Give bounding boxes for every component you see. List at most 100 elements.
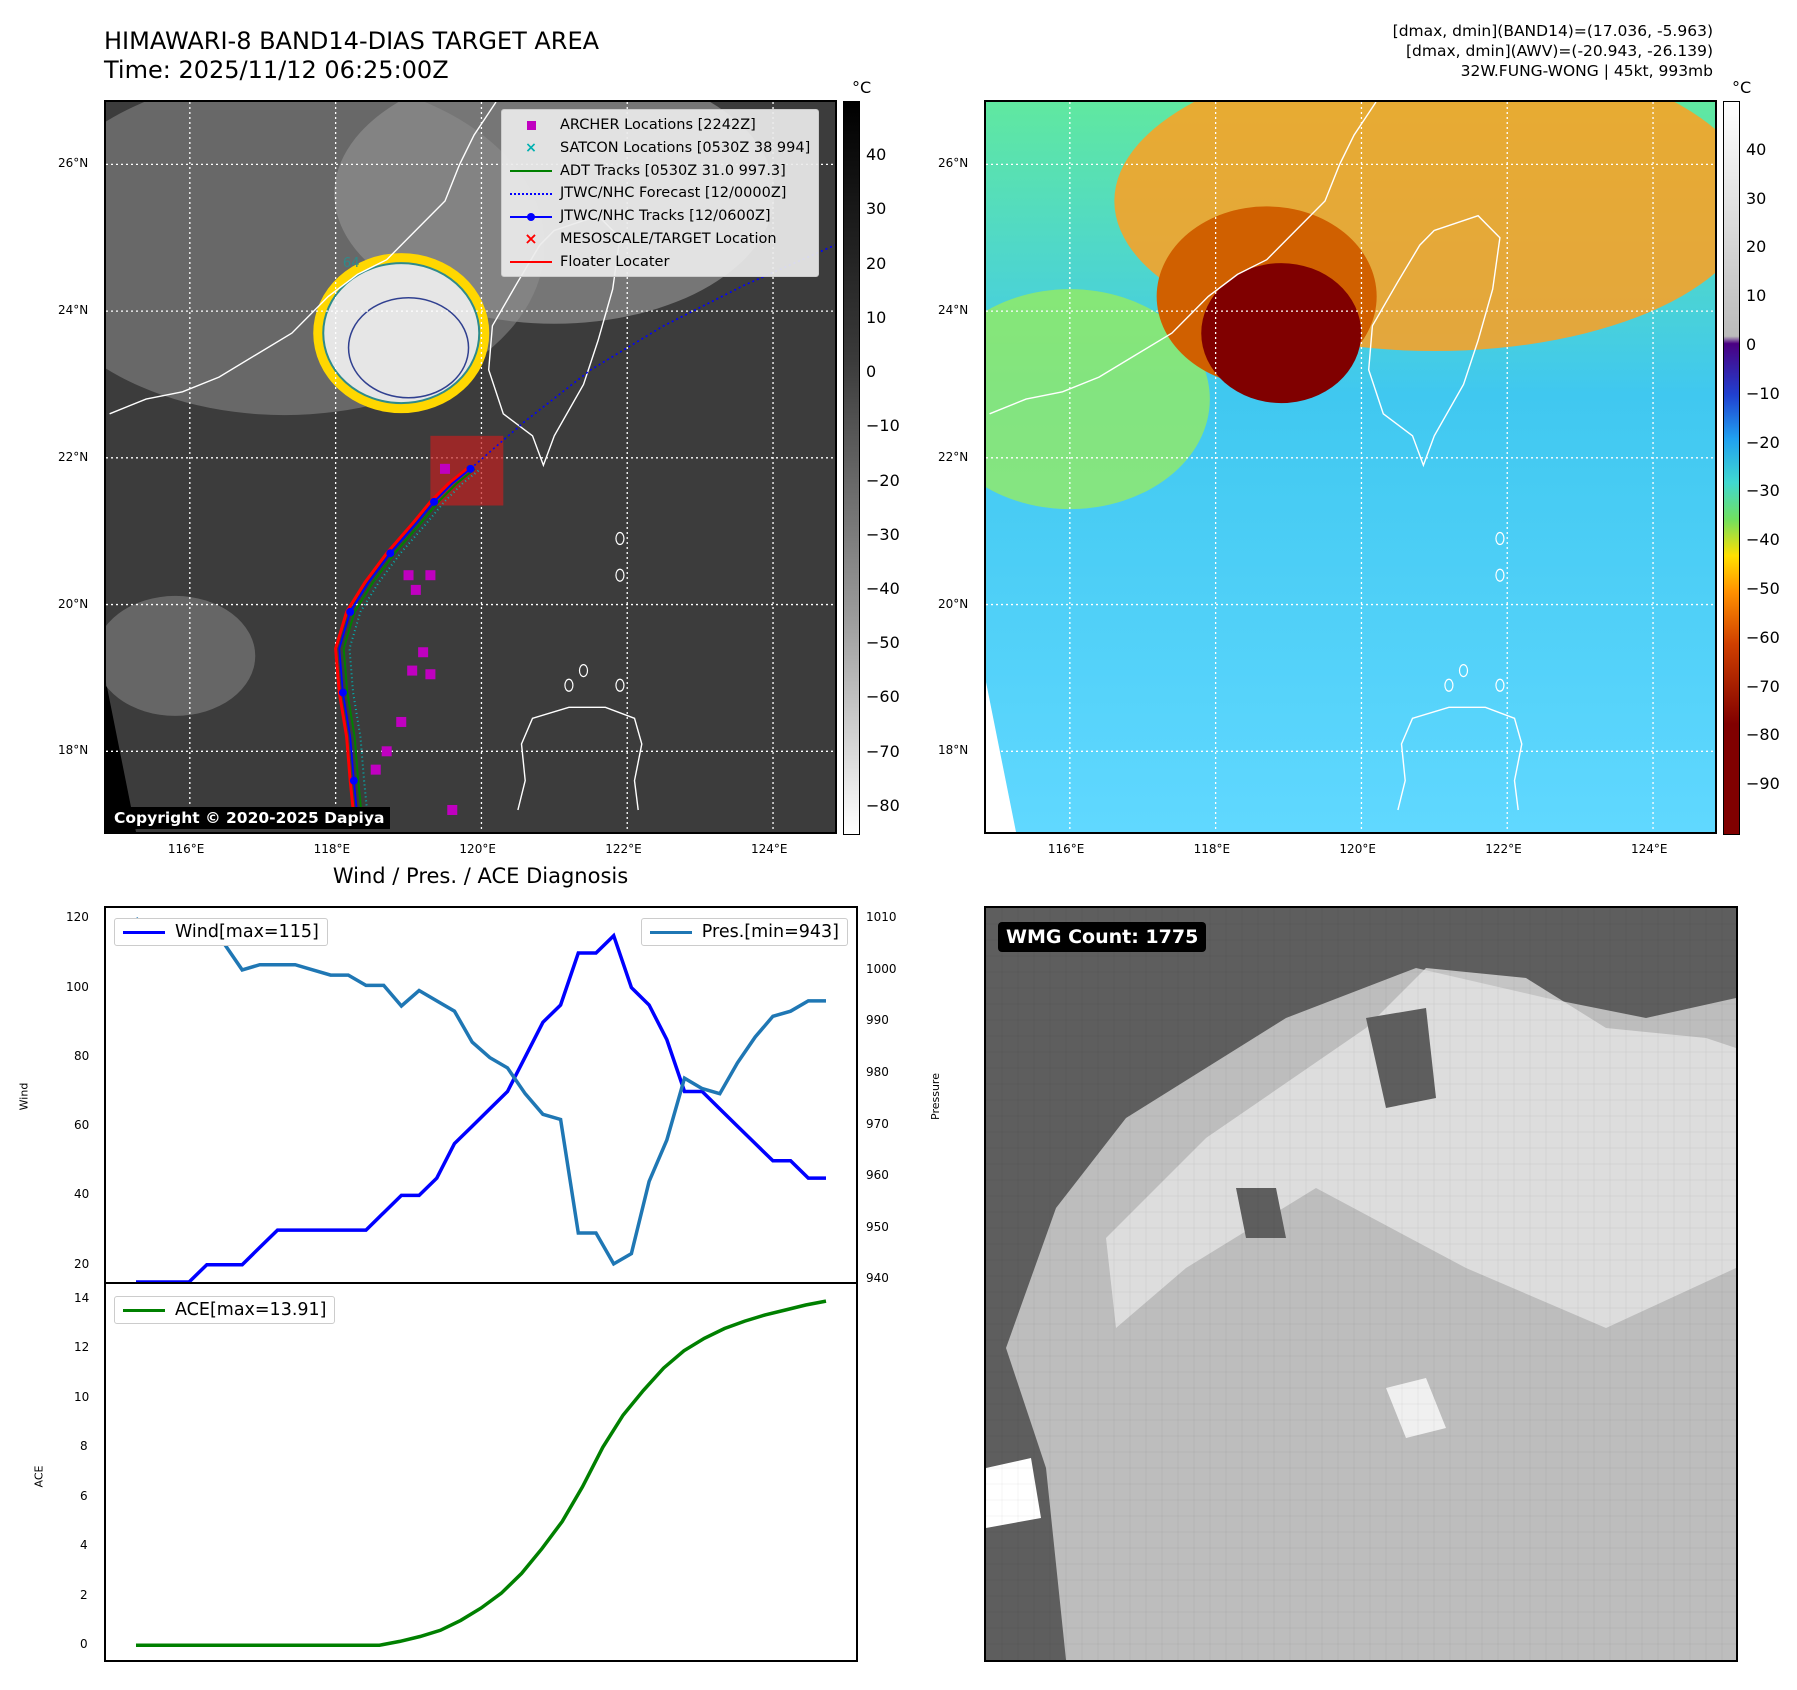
- wmg-bright-patch: [1386, 1378, 1446, 1438]
- archer-marker: [410, 584, 421, 595]
- wind-tick-label: 20: [74, 1256, 90, 1271]
- colorbar-tick-label: −60: [866, 687, 900, 707]
- lon-tick-label: 120°E: [1339, 842, 1376, 856]
- lon-tick-label: 122°E: [605, 842, 642, 856]
- archer-marker: [381, 746, 392, 757]
- wmg-bright-patch: [986, 1458, 1041, 1528]
- colorbar-tick-label: −20: [866, 470, 900, 490]
- copyright-label: Copyright © 2020-2025 Dapiya: [108, 807, 391, 829]
- lat-tick-label: 24°N: [58, 303, 89, 318]
- wind-series-line: [136, 932, 826, 1282]
- x-marker-icon: ×: [524, 228, 538, 248]
- colorbar-tick-label: −40: [866, 579, 900, 598]
- colorbar-unit-color: °C: [1732, 78, 1752, 97]
- lon-tick-label: 120°E: [459, 842, 496, 856]
- island: [1495, 678, 1505, 692]
- coastline-luzon: [517, 706, 643, 811]
- legend-item-satcon: × SATCON Locations [0530Z 38 994]: [510, 137, 810, 160]
- island: [615, 678, 625, 692]
- pressure-tick-label: 970: [866, 1116, 889, 1131]
- archer-marker: [439, 463, 450, 474]
- island: [564, 678, 574, 692]
- pressure-legend: Pres.[min=943]: [640, 918, 848, 946]
- convective-core: [1201, 263, 1362, 404]
- line-icon: [649, 930, 692, 934]
- legend-item-target: × MESOSCALE/TARGET Location: [510, 228, 810, 251]
- info-storm: 32W.FUNG-WONG | 45kt, 993mb: [1460, 62, 1713, 80]
- dotted-line-icon: [510, 192, 552, 195]
- coastline-china: [989, 102, 1377, 415]
- colorbar-tick-label: 30: [866, 199, 887, 219]
- colorbar-unit: °C: [852, 78, 872, 97]
- lat-tick-label: 22°N: [938, 449, 969, 464]
- pressure-tick-label: 960: [866, 1168, 889, 1183]
- wind-axis-label: Wind: [17, 1082, 31, 1111]
- archer-marker: [370, 764, 381, 775]
- line-icon: [123, 1308, 165, 1312]
- colorbar-tick-label: 40: [866, 145, 887, 165]
- lon-tick-label: 116°E: [1047, 842, 1085, 856]
- colorbar-tick-label: 40: [1746, 139, 1767, 159]
- colorbar-tick-label: −70: [1746, 676, 1780, 696]
- wind-tick-label: 80: [74, 1048, 90, 1063]
- colorbar-tick-label: 20: [1746, 237, 1767, 257]
- lon-tick-label: 124°E: [751, 842, 788, 856]
- colorbar-tick-label: −50: [866, 633, 900, 653]
- contour-line: [347, 297, 470, 399]
- wmg-dark-patch: [1366, 1008, 1436, 1108]
- color-enhanced-map: [984, 100, 1717, 834]
- lon-tick-label: 124°E: [1631, 842, 1668, 856]
- lat-tick-label: 20°N: [938, 596, 969, 611]
- lat-tick-label: 22°N: [58, 449, 89, 464]
- track-point: [338, 688, 347, 697]
- info-awv: [dmax, dmin](AWV)=(-20.943, -26.139): [1406, 42, 1713, 60]
- wmg-panel: WMG Count: 1775: [984, 906, 1738, 1662]
- colorbar-tick-label: 20: [866, 253, 887, 273]
- colorbar-tick-label: −60: [1746, 627, 1780, 647]
- colorbar-tick-label: −70: [866, 741, 900, 761]
- lat-tick-label: 20°N: [58, 596, 89, 611]
- colorbar-tick-label: −80: [1746, 725, 1780, 745]
- colorbar-tick-label: −20: [1746, 432, 1780, 452]
- wind-legend: Wind[max=115]: [114, 918, 328, 946]
- colorbar-tick-label: −40: [1746, 530, 1780, 550]
- line-icon: [123, 930, 165, 934]
- coastline-taiwan: [1367, 214, 1501, 468]
- chart-time: Time: 2025/11/12 06:25:00Z: [104, 56, 449, 84]
- legend-item-archer: ARCHER Locations [2242Z]: [510, 114, 810, 137]
- archer-marker: [425, 669, 436, 680]
- track-point: [346, 607, 355, 616]
- x-marker-icon: ×: [525, 139, 537, 156]
- ace-legend: ACE[max=13.91]: [114, 1296, 336, 1324]
- colorbar-tick-label: −10: [866, 416, 900, 436]
- ace-tick-label: 2: [80, 1587, 88, 1602]
- island: [615, 531, 625, 546]
- island: [1495, 568, 1505, 582]
- colorbar-tick-label: −50: [1746, 579, 1780, 598]
- coastline-china: [109, 102, 497, 415]
- ace-axis-label: ACE: [32, 1465, 46, 1488]
- adt-track: [342, 468, 476, 818]
- colorbar-tick-label: 10: [866, 307, 887, 327]
- lat-tick-label: 26°N: [58, 156, 89, 171]
- forecast-track: [469, 244, 835, 470]
- coastline-luzon: [1397, 706, 1523, 811]
- wmg-dark-patch: [1236, 1188, 1286, 1238]
- lat-tick-label: 18°N: [938, 743, 969, 758]
- track-point: [466, 464, 475, 473]
- wmg-image: [986, 908, 1736, 1660]
- lon-tick-label: 122°E: [1485, 842, 1522, 856]
- wind-pressure-chart: Wind[max=115] Pres.[min=943]: [104, 906, 858, 1284]
- legend-item-tracks: JTWC/NHC Tracks [12/0600Z]: [510, 205, 810, 228]
- colorbar-tick-label: −30: [866, 524, 900, 544]
- pressure-series-line: [134, 916, 826, 1267]
- lon-tick-label: 116°E: [167, 842, 205, 856]
- wind-tick-label: 40: [74, 1187, 90, 1202]
- ace-tick-label: 6: [80, 1488, 88, 1503]
- pressure-tick-label: 1010: [866, 910, 897, 925]
- wind-tick-label: 60: [74, 1118, 90, 1133]
- color-map-svg: [986, 102, 1715, 832]
- ace-series-line: [136, 1299, 827, 1647]
- archer-marker: [403, 570, 414, 581]
- colorbar-tick-label: −90: [1746, 774, 1780, 794]
